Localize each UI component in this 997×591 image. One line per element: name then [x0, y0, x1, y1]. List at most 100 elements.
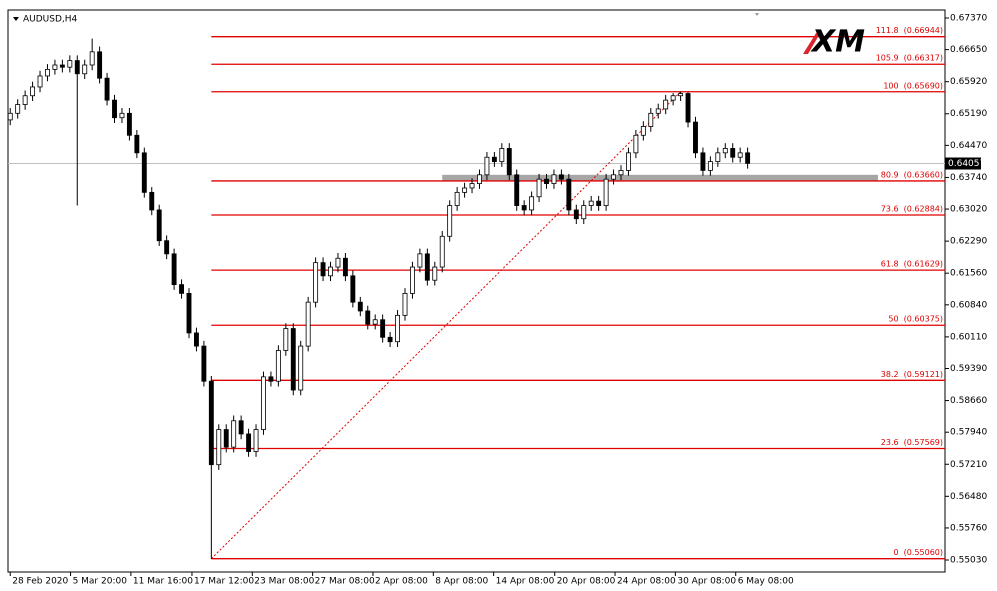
candle-body [566, 178, 572, 211]
candle-body [231, 420, 237, 448]
candle-body [693, 121, 698, 154]
fib-label: 50 (0.60375) [888, 315, 943, 324]
candle-body [581, 205, 587, 220]
last-price-tag [945, 157, 981, 170]
fib-label: 105.9 (0.66317) [876, 54, 943, 63]
y-tick-label: 0.57210 [950, 460, 987, 470]
x-tick-label: 20 Apr 08:00 [557, 577, 616, 587]
candle-body [439, 235, 445, 268]
candle-body [499, 148, 505, 163]
x-tick-label: 23 Mar 08:00 [254, 577, 314, 587]
y-tick-label: 0.60840 [950, 300, 987, 310]
candle-body [484, 156, 490, 176]
candle-body [640, 126, 646, 136]
candle-body [648, 112, 654, 127]
candle-body [216, 429, 222, 466]
candle-body [625, 152, 631, 171]
y-tick-label: 0.57940 [950, 428, 987, 438]
x-tick-label: 2 Apr 08:00 [375, 577, 428, 587]
candle-body [246, 433, 252, 452]
candle-body [52, 64, 58, 70]
candle-body [238, 420, 244, 435]
candle-body [335, 257, 341, 268]
menu-arrow[interactable] [13, 17, 19, 21]
candle-body [201, 345, 207, 382]
candle-body [357, 301, 363, 312]
candle-body [112, 99, 117, 119]
candle-body [447, 205, 453, 237]
y-tick-label: 0.55030 [950, 556, 987, 566]
last-price-label: 0.64057 [948, 159, 985, 169]
candle-body [149, 191, 155, 211]
y-tick-label: 0.56480 [950, 492, 987, 502]
candle-body [678, 93, 684, 97]
y-tick-label: 0.66650 [950, 45, 987, 55]
logo: XM [803, 25, 865, 60]
candle-body [30, 86, 36, 97]
candle-body [573, 209, 579, 220]
candle-body [380, 319, 386, 338]
candle-body [253, 429, 259, 452]
candle-body [283, 328, 289, 351]
candle-body [611, 174, 616, 180]
x-tick-label: 14 Apr 08:00 [496, 577, 555, 587]
candle-body [59, 64, 65, 68]
candle-body [521, 205, 527, 211]
y-tick-label: 0.58660 [950, 396, 987, 406]
candle-body [82, 64, 88, 75]
candle-body [536, 178, 542, 198]
x-tick-label: 11 Mar 16:00 [133, 577, 193, 587]
candle-body [402, 292, 408, 316]
candle-body [417, 253, 423, 268]
y-tick-label: 0.60110 [950, 332, 987, 342]
candle-body [313, 262, 319, 303]
y-tick-label: 0.65190 [950, 109, 987, 119]
x-tick-label: 24 Apr 08:00 [617, 577, 676, 587]
candle-body [618, 170, 624, 176]
y-tick-label: 0.55760 [950, 523, 987, 533]
candle-body [97, 51, 103, 79]
fib-label: 100 (0.65690) [883, 81, 943, 90]
candle-body [551, 174, 557, 184]
candle-body [432, 266, 438, 281]
y-tick-label: 0.61560 [950, 269, 987, 279]
candle-body [37, 75, 43, 88]
candle-body [715, 152, 721, 163]
candle-body [290, 328, 296, 391]
x-tick-label: 28 Feb 2020 [12, 577, 68, 587]
candle-body [685, 93, 691, 123]
candle-body [164, 240, 170, 255]
candle-body [633, 134, 639, 154]
candle-body [223, 429, 229, 448]
candle-body [603, 178, 609, 206]
candle-body [141, 152, 147, 193]
shift-marker [755, 13, 759, 16]
x-tick-label: 5 Mar 20:00 [73, 577, 128, 587]
candle-body [745, 152, 751, 164]
candle-body [328, 266, 333, 277]
candle-body [171, 253, 177, 286]
candle-body [424, 253, 430, 281]
candle-body [670, 95, 676, 101]
candle-body [342, 257, 348, 277]
candle-body [655, 108, 661, 114]
candle-body [491, 156, 497, 163]
candle-body [193, 332, 199, 347]
candle-body [663, 99, 669, 110]
y-tick-label: 0.65920 [950, 77, 987, 87]
candle-body [320, 262, 326, 277]
candle-body [558, 174, 564, 180]
candle-body [89, 51, 95, 66]
y-tick-label: 0.59390 [950, 364, 987, 374]
candle-body [186, 292, 192, 334]
plot-frame [7, 9, 946, 573]
candle-body [22, 95, 28, 105]
candle-body [529, 196, 535, 211]
candle-body [261, 376, 266, 430]
candle-body [409, 266, 415, 294]
candle-body [67, 60, 73, 68]
candle-body [208, 380, 214, 466]
y-tick-label: 0.63740 [950, 173, 987, 183]
y-tick-label: 0.67370 [950, 13, 987, 23]
